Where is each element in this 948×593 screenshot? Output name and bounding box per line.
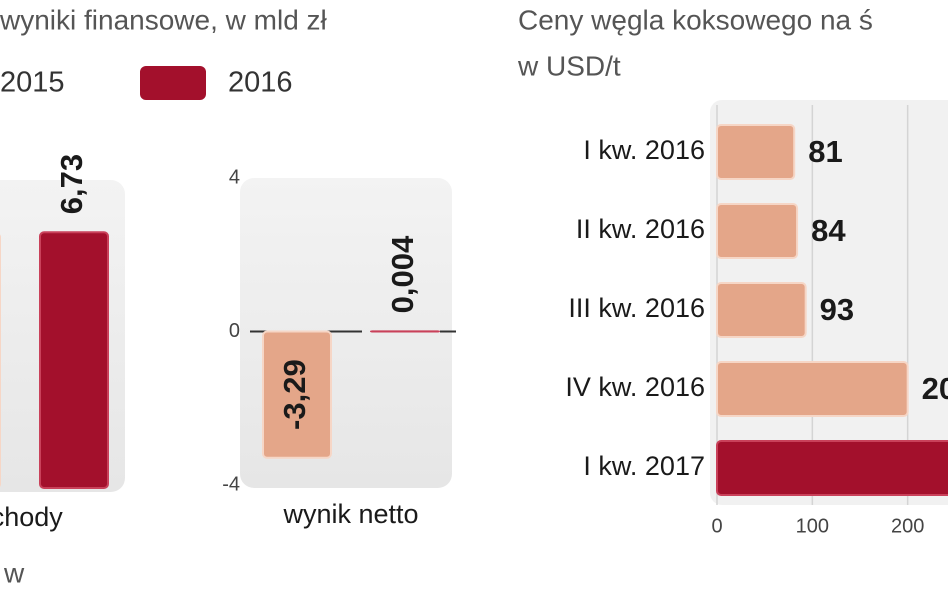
value-label: 0,004 [385,235,420,313]
chart-title: Ceny węgla koksowego na ś [518,4,873,35]
legend-swatch [140,66,206,100]
bar [716,440,948,496]
bar [716,203,799,259]
bar [716,282,807,338]
value-label: 81 [808,134,842,169]
y-tick-label: 4 [229,166,240,188]
footnote: w [3,557,25,588]
bar [716,361,909,417]
y-tick-label: I kw. 2016 [583,135,705,165]
y-tick-label: II kw. 2016 [576,214,705,244]
x-tick-label: 0 [711,515,722,537]
value-label: 200 [922,371,948,406]
value-label: 6,73 [54,154,89,214]
x-tick-label: ychody [0,502,63,532]
y-tick-label: IV kw. 2016 [565,372,705,402]
y-tick-label: 0 [229,320,240,342]
legend-label: 2015 [0,67,65,99]
value-label: -3,29 [277,359,312,430]
value-label: 93 [820,292,854,327]
bar [39,231,109,489]
x-tick-label: wynik netto [282,499,418,529]
y-tick-label: I kw. 2017 [583,451,705,481]
legend-label: 2016 [228,67,293,99]
chart-subtitle: w USD/t [517,50,621,81]
value-label: 84 [811,213,846,248]
y-tick-label: III kw. 2016 [568,293,705,323]
bar [716,124,796,180]
x-tick-label: 200 [891,515,924,537]
x-tick-label: 100 [796,515,829,537]
chart-title: wyniki finansowe, w mld zł [0,4,328,35]
y-tick-label: -4 [222,473,240,495]
bar [262,330,332,459]
